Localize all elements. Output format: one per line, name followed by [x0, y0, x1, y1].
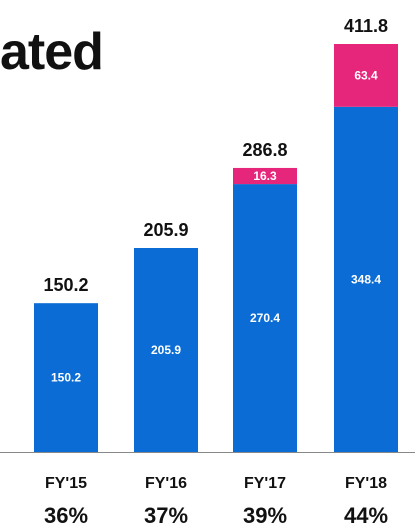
- segment-value-label: 16.3: [253, 169, 277, 183]
- percentage-label: 39%: [243, 503, 287, 527]
- segment-value-label: 150.2: [51, 371, 81, 385]
- bar-segment-base: [334, 106, 398, 453]
- segment-value-label: 348.4: [351, 272, 381, 286]
- chart-title-fragment: ated: [0, 23, 104, 81]
- bar-segment-base: [233, 184, 297, 452]
- bar-segment-increment: [334, 44, 398, 107]
- segment-value-label: 205.9: [151, 343, 181, 357]
- percentage-label: 36%: [44, 503, 88, 527]
- bar-total-label: 411.8: [344, 16, 388, 36]
- bar-segment-base: [34, 303, 98, 452]
- bar-segment-base: [134, 248, 198, 452]
- bar-segment-increment: [233, 167, 297, 185]
- x-tick-label: FY'18: [345, 475, 387, 492]
- x-tick-label: FY'15: [45, 475, 87, 492]
- x-tick-label: FY'16: [145, 475, 187, 492]
- bar-total-label: 286.8: [242, 140, 287, 160]
- bar-total-label: 150.2: [43, 275, 88, 295]
- percentage-label: 37%: [144, 503, 188, 527]
- segment-value-label: 63.4: [354, 68, 378, 82]
- percentage-label: 44%: [344, 503, 388, 527]
- x-tick-label: FY'17: [244, 475, 286, 492]
- bar-total-label: 205.9: [143, 220, 188, 240]
- segment-value-label: 270.4: [250, 311, 280, 325]
